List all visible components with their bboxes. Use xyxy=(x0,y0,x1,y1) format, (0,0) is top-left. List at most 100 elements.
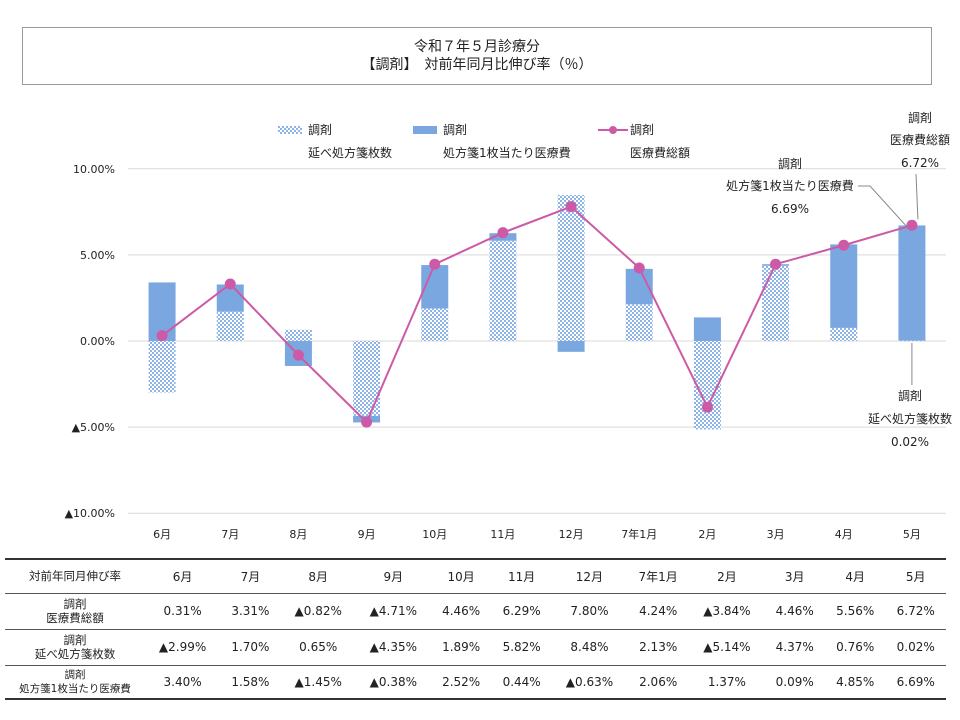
legend-swatch-marker xyxy=(609,126,617,134)
bar-count xyxy=(489,240,517,341)
x-tick-label: 12月 xyxy=(559,528,584,541)
table-column-header: 8月 xyxy=(308,569,329,584)
bar-per-rx xyxy=(898,225,926,341)
chart-title-line1: 令和７年５月診療分 xyxy=(414,39,540,55)
callout-per-rx-label: 調剤 xyxy=(778,156,802,171)
table-cell: 4.85% xyxy=(836,674,875,689)
table-cell: ▲5.14% xyxy=(703,640,751,654)
bar-per-rx xyxy=(830,244,858,328)
y-tick-label: 0.00% xyxy=(80,335,115,348)
x-tick-label: 5月 xyxy=(903,528,921,541)
table-column-header: 12月 xyxy=(575,569,604,584)
x-tick-label: 2月 xyxy=(698,528,716,541)
callout-total-label: 医療費総額 xyxy=(890,132,950,147)
table-row-label: 調剤 医療費総額 xyxy=(46,597,104,625)
table-cell: 0.65% xyxy=(299,640,338,654)
table-cell: ▲2.99% xyxy=(158,640,207,654)
table-row: 調剤 処方箋1枚当たり医療費 3.40% 1.58% ▲1.45% ▲0.38% 2.52%… xyxy=(5,665,946,699)
y-tick-label: 10.00% xyxy=(73,163,115,176)
legend-label: 調剤 xyxy=(630,122,654,137)
table-cell: 3.40% xyxy=(163,674,202,689)
table-cell: 1.37% xyxy=(707,674,746,689)
table-cell: 0.44% xyxy=(502,674,541,689)
table-column-header: 10月 xyxy=(447,569,475,584)
table-header-row: 対前年同月伸び率 6月 7月 8月 9月 10月 11月 12月 7年1月 2月 3月 4月 5月 xyxy=(5,559,946,593)
table-cell: ▲0.38% xyxy=(369,674,418,689)
table-cell: 5.56% xyxy=(836,604,875,618)
point-total xyxy=(361,416,373,428)
table-cell: 3.31% xyxy=(231,604,270,618)
table-cell: 1.89% xyxy=(442,640,481,654)
table-column-header: 4月 xyxy=(845,569,866,584)
table-cell: 5.82% xyxy=(502,640,541,654)
table-cell: 0.09% xyxy=(775,674,814,689)
bar-count xyxy=(762,265,790,341)
bar-count xyxy=(625,304,653,341)
table-cell: 6.72% xyxy=(896,604,935,618)
table-column-header: 7年1月 xyxy=(638,569,678,584)
axis-labels: 10.00% 5.00% 0.00% ▲5.00% ▲10.00% 6月 7月 8月 9月 10月… xyxy=(65,163,921,541)
point-total xyxy=(838,239,850,251)
legend-swatch-solid xyxy=(413,126,437,134)
table-cell: 2.52% xyxy=(442,674,481,689)
table-column-header: 11月 xyxy=(507,569,536,584)
y-tick-label: ▲10.00% xyxy=(65,507,115,520)
table-cell: ▲0.82% xyxy=(294,604,342,618)
table-cell: ▲4.35% xyxy=(369,640,418,654)
data-table: 対前年同月伸び率 6月 7月 8月 9月 10月 11月 12月 7年1月 2月 3月 4月 5月調剤医… xyxy=(5,558,946,700)
table-column-header: 6月 xyxy=(172,569,193,584)
table-header-label: 対前年同月伸び率 xyxy=(29,569,121,584)
table-cell: 2.06% xyxy=(639,674,678,689)
table-cell: 1.58% xyxy=(231,674,270,689)
table-cell: 7.80% xyxy=(570,604,609,618)
legend-label: 調剤 xyxy=(308,122,332,137)
x-tick-label: 8月 xyxy=(289,528,307,541)
x-tick-label: 9月 xyxy=(358,528,376,541)
point-total xyxy=(633,262,645,274)
table-column-header: 2月 xyxy=(717,569,737,584)
table-row-label: 調剤 延べ処方箋枚数 xyxy=(34,633,116,661)
y-tick-label: 5.00% xyxy=(80,249,115,262)
table-cell: 0.31% xyxy=(163,604,202,618)
point-total xyxy=(497,227,509,239)
callout-per-rx-value: 6.69% xyxy=(771,202,809,216)
series-count-bars xyxy=(148,194,926,430)
x-tick-label: 7年1月 xyxy=(621,527,657,541)
table-column-header: 3月 xyxy=(784,569,805,584)
point-total xyxy=(701,401,713,413)
table-column-header: 7月 xyxy=(240,569,261,584)
bar-count xyxy=(421,308,449,341)
table-column-header: 5月 xyxy=(905,569,926,584)
legend-label: 調剤 xyxy=(443,122,467,137)
legend-label: 処方箋1枚当たり医療費 xyxy=(443,145,571,160)
bar-count xyxy=(898,340,926,342)
bar-count xyxy=(557,194,585,341)
table-cell: 6.69% xyxy=(896,674,935,689)
callout-count-label: 延べ処方箋枚数 xyxy=(868,411,952,426)
y-tick-label: ▲5.00% xyxy=(72,421,115,434)
point-total xyxy=(565,201,577,213)
table-cell: ▲3.84% xyxy=(703,604,751,618)
callouts: 調剤処方箋1枚当たり医療費6.69%調剤医療費総額6.72%調剤延べ処方箋枚数0… xyxy=(726,110,952,449)
callout-per-rx-label: 処方箋1枚当たり医療費 xyxy=(726,178,854,193)
table-cell: 8.48% xyxy=(570,640,609,654)
table-cell: ▲1.45% xyxy=(294,674,342,689)
table-cell: 2.13% xyxy=(639,640,678,654)
table-cell: 1.70% xyxy=(231,640,270,654)
legend-swatch-pattern xyxy=(278,126,302,134)
bar-count xyxy=(284,329,312,341)
x-tick-label: 6月 xyxy=(153,528,171,541)
table-cell: 0.02% xyxy=(896,640,935,654)
x-tick-label: 3月 xyxy=(767,528,785,541)
table-row: 調剤 医療費総額 0.31% 3.31% ▲0.82% ▲4.71% 4.46% 6.29% 7… xyxy=(5,593,946,629)
x-tick-label: 10月 xyxy=(422,528,447,541)
chart-title-line2: 【調剤】 対前年同月比伸び率（％） xyxy=(361,57,593,73)
table-column-header: 9月 xyxy=(383,569,404,584)
bar-count xyxy=(216,311,244,341)
bar-count xyxy=(693,341,721,430)
x-tick-label: 4月 xyxy=(835,528,853,541)
point-total xyxy=(292,349,304,361)
point-total xyxy=(224,278,236,290)
callout-per-rx-leader xyxy=(858,185,909,229)
legend-label: 延べ処方箋枚数 xyxy=(308,145,392,160)
